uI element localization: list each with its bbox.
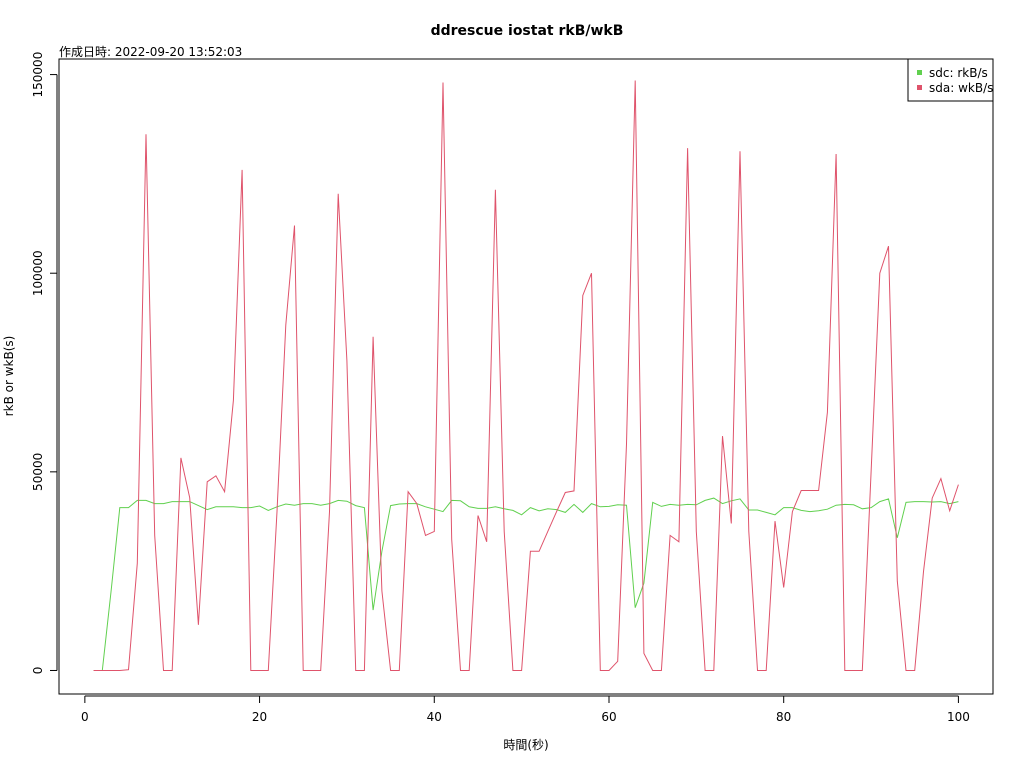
x-tick-label: 60: [601, 710, 616, 724]
x-tick-label: 20: [252, 710, 267, 724]
x-tick-label: 40: [427, 710, 442, 724]
y-axis-label: rkB or wkB(s): [2, 336, 16, 417]
chart-title: ddrescue iostat rkB/wkB: [431, 23, 624, 39]
x-axis: 0 20 40 60 80 100: [81, 695, 970, 724]
legend-label: sdc: rkB/s: [929, 66, 988, 80]
series-layer: [93, 80, 959, 671]
x-tick-label: 80: [776, 710, 791, 724]
x-tick-label: 0: [81, 710, 89, 724]
series-line-sda-wkb: [93, 80, 959, 671]
legend-swatch: [917, 85, 922, 90]
y-tick-label: 0: [31, 667, 45, 675]
x-axis-label: 時間(秒): [503, 738, 548, 752]
plot-frame: [58, 58, 994, 695]
y-tick-label: 50000: [31, 453, 45, 491]
legend-swatch: [917, 70, 922, 75]
chart-subtitle: 作成日時: 2022-09-20 13:52:03: [59, 45, 242, 59]
y-axis: 0 50000 100000 150000: [31, 52, 58, 675]
legend-box: [907, 58, 994, 102]
x-tick-label: 100: [947, 710, 970, 724]
y-tick-label: 100000: [31, 250, 45, 296]
series-line-sdc-rkb: [93, 497, 959, 671]
legend-label: sda: wkB/s: [929, 81, 993, 95]
y-tick-label: 150000: [31, 52, 45, 98]
